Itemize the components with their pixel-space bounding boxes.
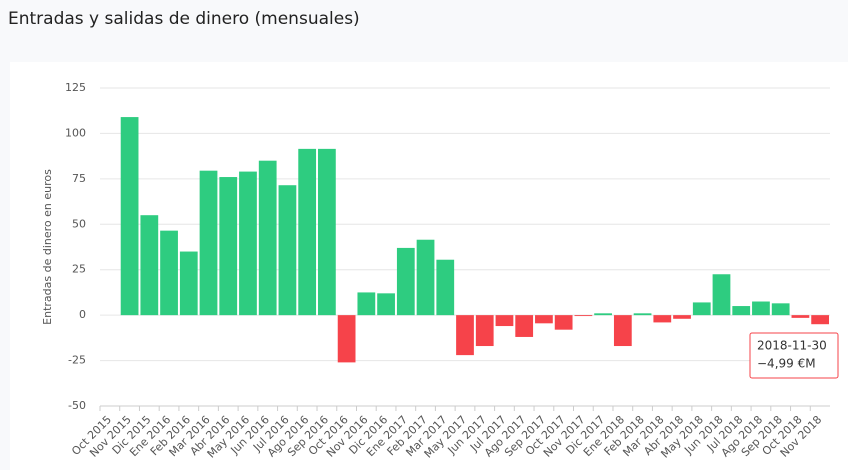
bar — [633, 313, 652, 316]
y-tick-label: -50 — [68, 399, 86, 412]
bar — [160, 230, 178, 316]
bar — [692, 302, 711, 316]
bar — [219, 177, 238, 316]
bar — [278, 185, 297, 316]
bar — [535, 315, 553, 324]
y-tick-label: 100 — [65, 126, 86, 139]
bar — [298, 148, 317, 316]
bar — [574, 315, 593, 317]
bar — [357, 292, 376, 316]
bar — [515, 315, 534, 337]
bar — [673, 315, 691, 319]
tooltip-date: 2018-11-30 — [757, 339, 827, 353]
bar — [712, 274, 731, 316]
tooltip — [749, 332, 839, 379]
y-tick-label: 0 — [79, 308, 86, 321]
y-tick-label: 50 — [72, 217, 86, 230]
bar — [653, 315, 672, 323]
bar — [771, 303, 790, 316]
bar — [396, 247, 415, 316]
bar — [613, 315, 632, 347]
bar — [377, 293, 395, 316]
chart-title: Entradas y salidas de dinero (mensuales) — [8, 9, 360, 29]
bar — [436, 259, 455, 316]
bar — [495, 315, 514, 327]
bar — [811, 315, 830, 325]
bar — [594, 313, 612, 316]
bar — [120, 117, 139, 316]
bar — [179, 251, 198, 316]
y-axis-label: Entradas de dinero en euros — [41, 169, 54, 325]
bar — [554, 315, 573, 330]
bar — [258, 160, 277, 316]
bar — [416, 239, 435, 316]
bar — [337, 315, 356, 363]
bar — [791, 315, 810, 318]
bar — [732, 306, 751, 316]
y-tick-label: 25 — [72, 263, 86, 276]
y-tick-label: 125 — [65, 81, 86, 94]
y-tick-label: 75 — [72, 172, 86, 185]
bar — [199, 170, 218, 316]
bar — [475, 315, 494, 347]
bar — [456, 315, 474, 356]
bar — [752, 301, 770, 316]
bar — [318, 148, 336, 316]
bar — [239, 171, 257, 316]
bar — [140, 215, 159, 316]
tooltip-value: −4,99 €M — [757, 357, 816, 371]
y-tick-label: -25 — [68, 354, 86, 367]
